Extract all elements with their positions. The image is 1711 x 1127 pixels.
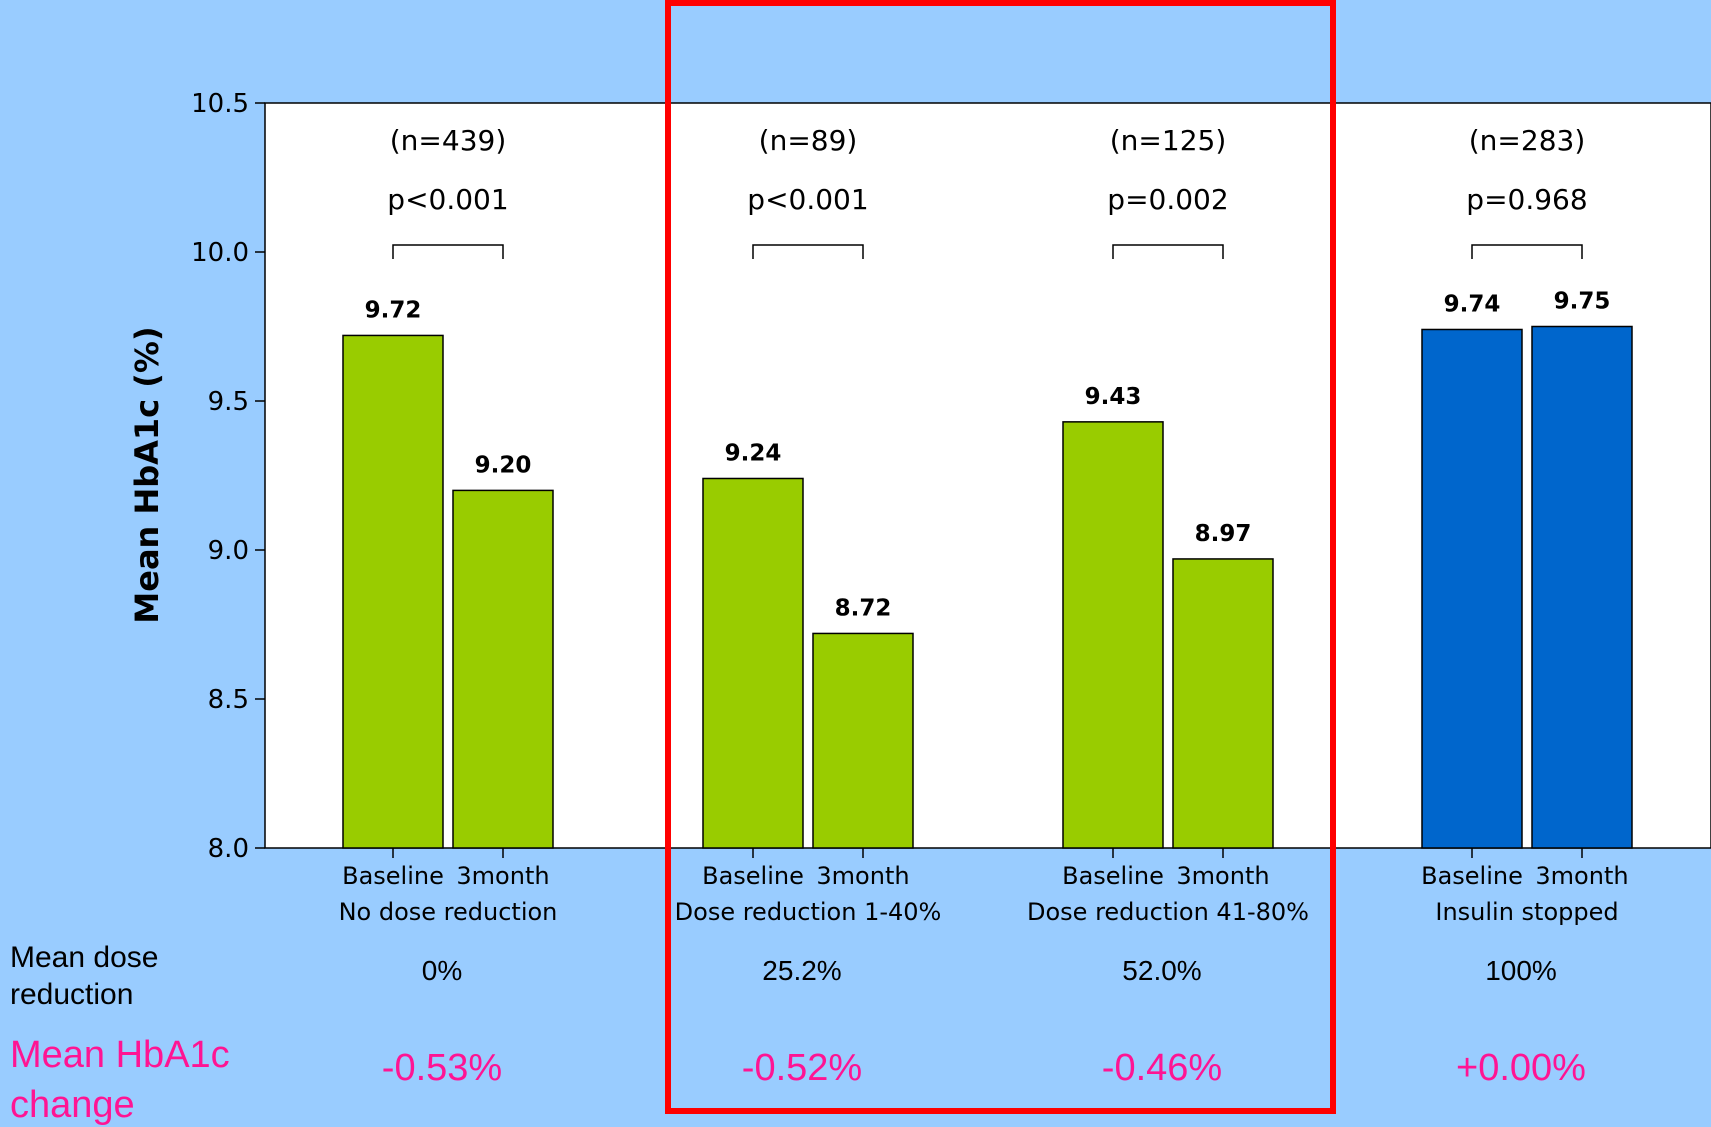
p-value-label: p=0.002: [1107, 183, 1228, 216]
bar-category-label: Baseline: [1421, 862, 1523, 890]
bar-value-label: 9.74: [1444, 291, 1501, 317]
hba1c-change-value: +0.00%: [1456, 1047, 1586, 1089]
bar: [1062, 421, 1164, 849]
group-label: No dose reduction: [339, 898, 558, 926]
y-tick-label: 8.0: [208, 834, 249, 864]
bar: [1421, 328, 1523, 849]
y-tick-label: 8.5: [208, 685, 249, 715]
bar-category-label: 3month: [816, 862, 909, 890]
y-tick-label: 10.0: [191, 238, 249, 268]
significance-bracket: [1471, 244, 1583, 259]
p-value-label: p=0.968: [1466, 183, 1587, 216]
group-label: Dose reduction 41-80%: [1027, 898, 1309, 926]
p-value-label: p<0.001: [387, 183, 508, 216]
bar: [1172, 558, 1274, 849]
bar-value-label: 8.72: [835, 595, 892, 621]
group-label: Insulin stopped: [1435, 898, 1618, 926]
bar-value-label: 8.97: [1195, 521, 1252, 547]
bar-category-label: 3month: [456, 862, 549, 890]
bar: [452, 489, 554, 849]
bar-value-label: 9.75: [1554, 289, 1611, 315]
bar-category-label: Baseline: [702, 862, 804, 890]
group-label: Dose reduction 1-40%: [675, 898, 942, 926]
y-tick-label: 9.5: [208, 387, 249, 417]
hba1c-change-value: -0.53%: [382, 1047, 502, 1089]
y-tick-label: 9.0: [208, 536, 249, 566]
y-tick-label: 10.5: [191, 89, 249, 119]
significance-bracket: [392, 244, 504, 259]
bar-value-label: 9.20: [475, 452, 532, 478]
sample-size-label: (n=89): [759, 124, 858, 157]
bar-category-label: 3month: [1176, 862, 1269, 890]
sample-size-label: (n=439): [390, 124, 507, 157]
dose-reduction-value: 25.2%: [762, 955, 841, 986]
bar: [812, 632, 914, 849]
bar-value-label: 9.72: [365, 297, 422, 323]
hba1c-change-value: -0.46%: [1102, 1047, 1222, 1089]
dose-reduction-row-label: Mean dose reduction: [10, 941, 158, 1011]
bar: [342, 334, 444, 849]
bar-category-label: Baseline: [342, 862, 444, 890]
sample-size-label: (n=125): [1110, 124, 1227, 157]
hba1c-change-value: -0.52%: [742, 1047, 862, 1089]
bar: [1531, 325, 1633, 849]
highlight-box: [665, 0, 1336, 1114]
sample-size-label: (n=283): [1469, 124, 1586, 157]
significance-bracket: [1112, 244, 1224, 259]
dose-reduction-value: 52.0%: [1122, 955, 1201, 986]
bar-category-label: Baseline: [1062, 862, 1164, 890]
bar-value-label: 9.43: [1085, 384, 1142, 410]
y-axis-title: Mean HbA1c (%): [128, 326, 166, 623]
bar-category-label: 3month: [1535, 862, 1628, 890]
bar: [702, 477, 804, 849]
significance-bracket: [752, 244, 864, 259]
p-value-label: p<0.001: [747, 183, 868, 216]
dose-reduction-value: 100%: [1485, 955, 1557, 986]
dose-reduction-value: 0%: [422, 955, 462, 986]
bar-value-label: 9.24: [725, 440, 782, 466]
hba1c-change-row-label: Mean HbA1c change: [10, 1034, 230, 1126]
